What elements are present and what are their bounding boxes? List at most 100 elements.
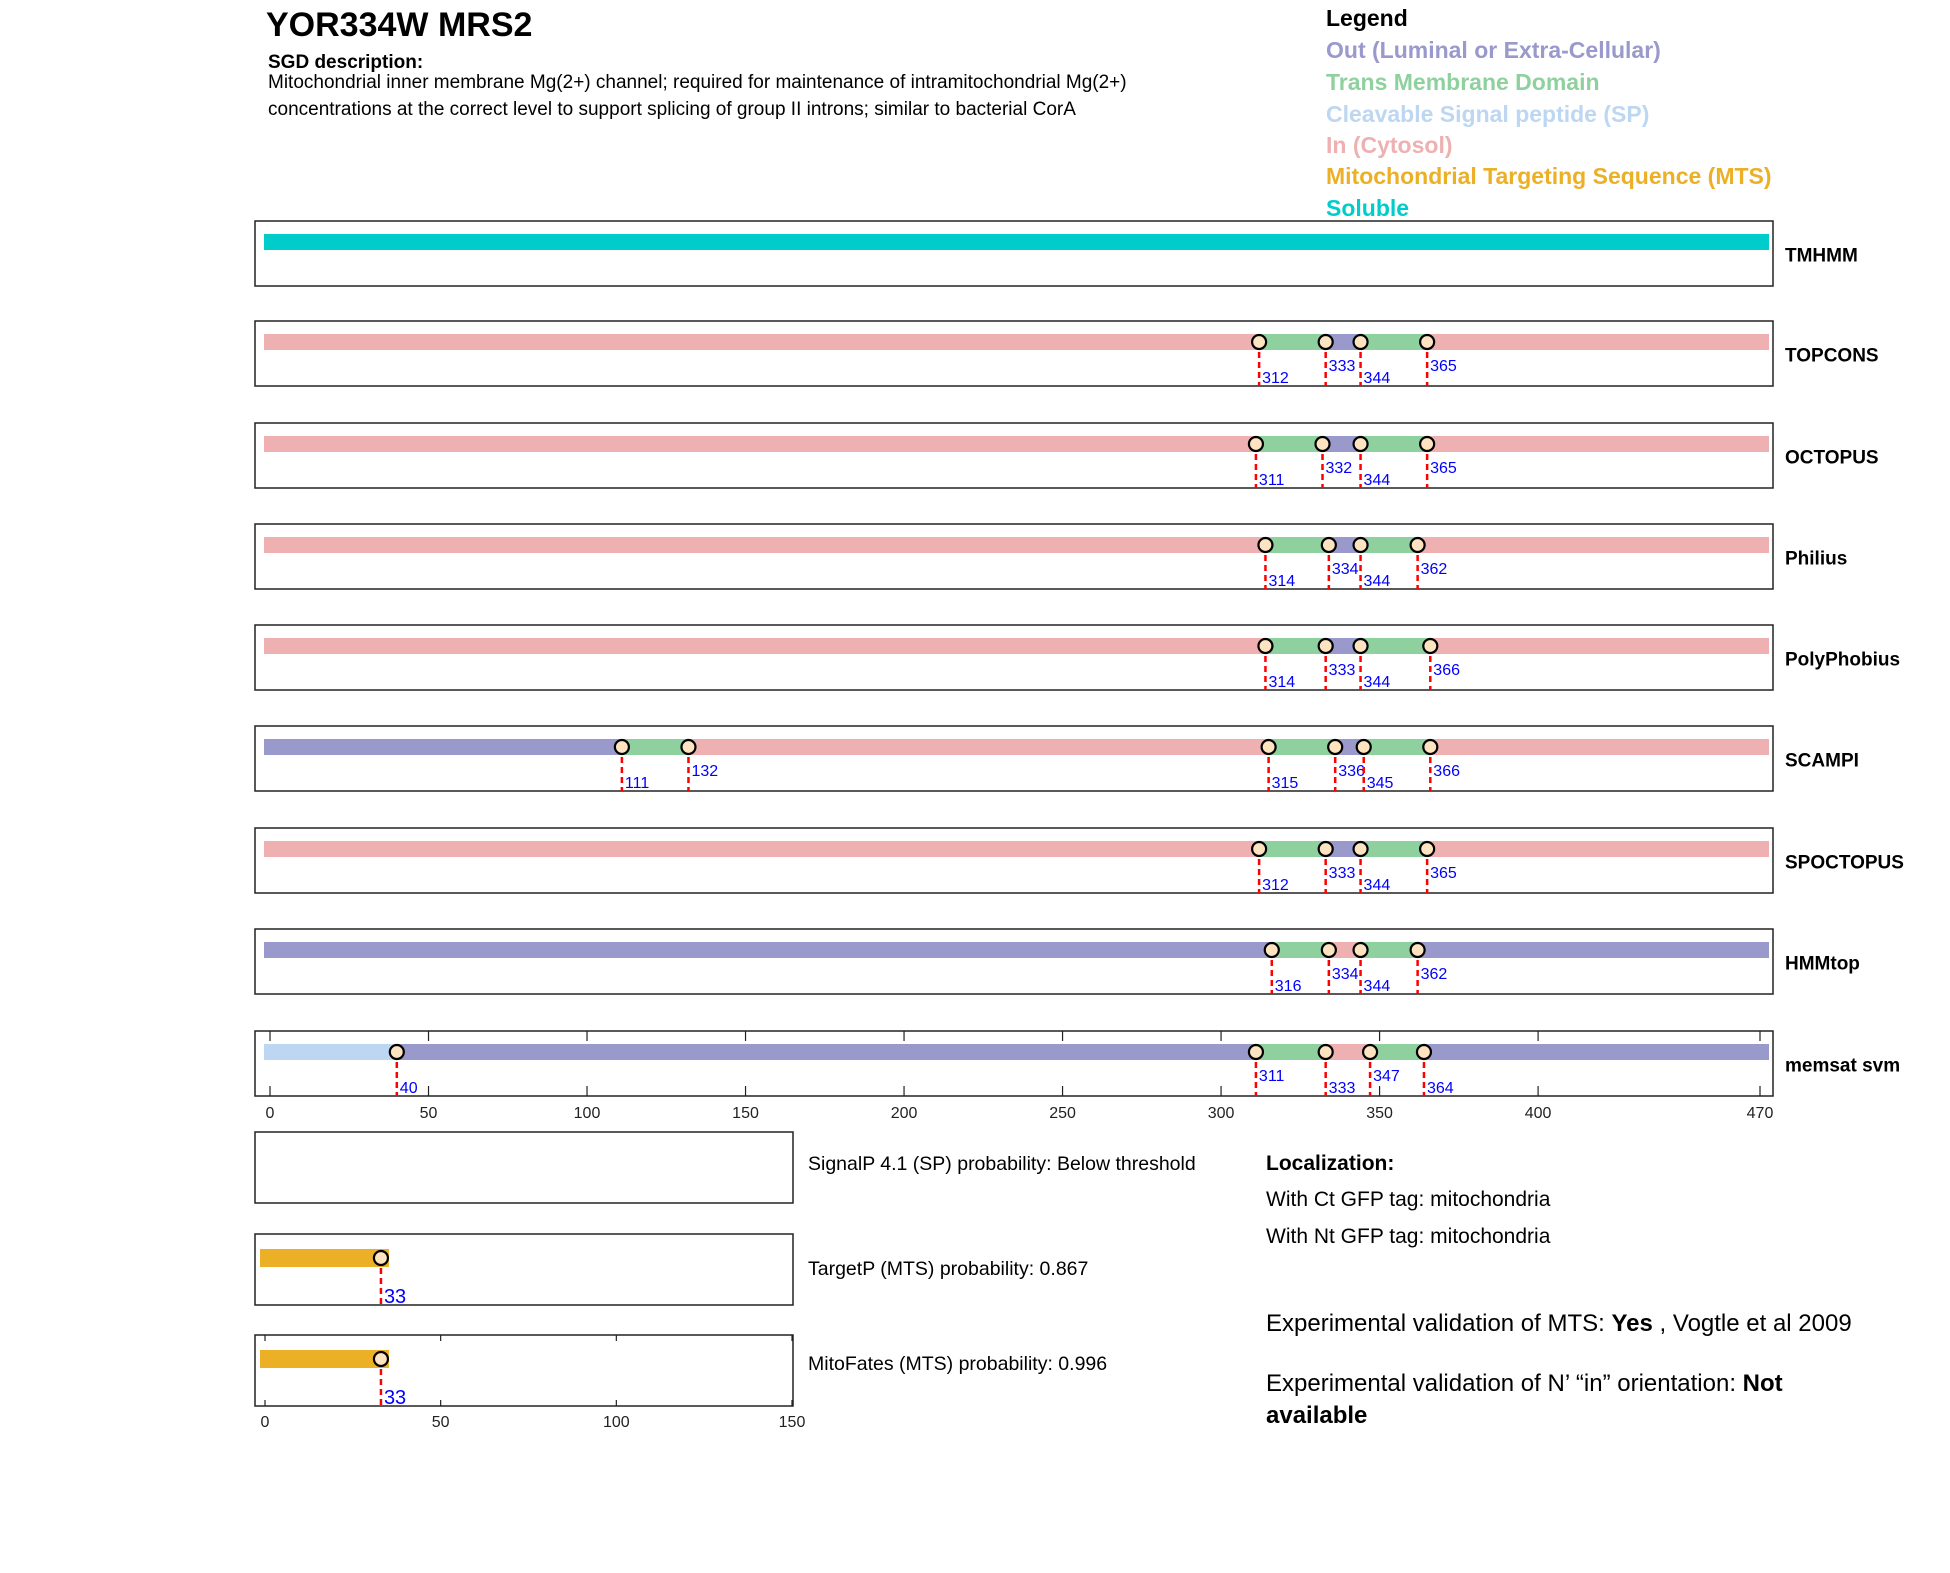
legend-in: In (Cytosol) [1326,132,1453,158]
segment-out [1335,739,1364,755]
segment-tm [1255,436,1323,452]
segment-out [264,942,1272,958]
track-label: OCTOPUS [1785,448,1879,469]
axis-tick-label: 150 [732,1105,759,1122]
axis-tick-label: 250 [1049,1105,1076,1122]
boundary-label: 33 [384,1286,406,1308]
boundary-marker [1257,536,1274,554]
boundary-marker [1352,536,1369,554]
track-box [254,827,1774,894]
boundary-marker [1247,435,1265,453]
axis-tick-label: 50 [432,1414,450,1431]
segment-tm [1360,436,1428,452]
boundary-marker [1419,333,1436,351]
segment-sp [264,1044,397,1060]
boundary-label: 366 [1433,763,1460,780]
boundary-marker [1251,840,1268,858]
boundary-marker [1317,333,1334,351]
description-label: SGD description: [268,52,424,73]
segment-out [1322,436,1361,452]
boundary-label: 344 [1364,877,1391,894]
boundary-label: 365 [1430,865,1457,882]
segment-in [264,436,1256,452]
axis-tick-label: 300 [1208,1105,1235,1122]
axis-tick-label: 350 [1366,1105,1393,1122]
segment-in [264,537,1266,553]
boundary-label: 315 [1272,775,1299,792]
boundary-marker [1320,536,1337,554]
track-label: HMMtop [1785,954,1860,975]
orientation-validation-value: Not [1742,1370,1783,1397]
localization-ct: With Ct GFP tag: mitochondria [1266,1188,1551,1211]
boundary-label: 314 [1268,573,1295,590]
segment-tm [1360,841,1428,857]
boundary-label: 312 [1262,370,1289,387]
boundary-label: 344 [1364,674,1391,691]
boundary-label: 365 [1430,460,1457,477]
segment-tm [1265,537,1329,553]
segment-tm [1271,942,1329,958]
boundary-label: 345 [1367,775,1394,792]
track-label: TMHMM [1785,246,1858,267]
boundary-label: 33 [384,1387,406,1409]
boundary-marker [1327,738,1344,756]
segment-in [1427,841,1769,857]
boundary-marker [1251,333,1268,351]
boundary-marker [1352,435,1369,453]
segment-out [1325,638,1361,654]
boundary-label: 132 [691,763,718,780]
segment-out [396,1044,1256,1060]
boundary-label: 362 [1421,561,1448,578]
segment-in [1417,537,1769,553]
track-box [254,1030,1774,1097]
boundary-marker [1317,1043,1334,1061]
boundary-marker [1317,840,1334,858]
track-box [254,220,1774,287]
boundary-label: 333 [1329,358,1356,375]
track-label: SCAMPI [1785,751,1859,772]
axis-tick-label: 200 [891,1105,918,1122]
segment-tm [1370,1044,1424,1060]
axis-tick-label: 400 [1525,1105,1552,1122]
track-label: SPOCTOPUS [1785,853,1904,874]
segment-in [264,638,1266,654]
track-box [254,624,1774,691]
legend-tm: Trans Membrane Domain [1326,69,1600,95]
segment-tm [1255,1044,1326,1060]
boundary-marker [1352,840,1369,858]
track-label: memsat svm [1785,1056,1900,1077]
boundary-label: 311 [1259,472,1285,489]
segment-tm [621,739,689,755]
segment-in [264,841,1260,857]
axis-tick-label: 470 [1747,1105,1774,1122]
segment-mts [260,1249,389,1267]
boundary-marker [372,1350,390,1368]
mts-validation: Experimental validation of MTS: Yes , Vo… [1266,1310,1852,1338]
boundary-marker [680,738,697,756]
segment-in [1325,1044,1371,1060]
boundary-marker [1355,738,1372,756]
track-label: Philius [1785,549,1847,570]
segment-in [1430,739,1769,755]
boundary-label: 311 [1259,1068,1285,1085]
legend-soluble: Soluble [1326,195,1410,221]
segment-out [264,739,622,755]
segment-tm [1259,334,1326,350]
boundary-label: 344 [1364,978,1391,995]
boundary-label: 365 [1430,358,1457,375]
track-label: TOPCONS [1785,346,1879,367]
segment-tm [1259,841,1326,857]
signalp-label: SignalP 4.1 (SP) probability: Below thre… [808,1153,1196,1175]
boundary-marker [1247,1043,1265,1061]
orientation-validation: Experimental validation of N’ “in” orien… [1266,1370,1783,1398]
boundary-marker [372,1249,390,1267]
targetp-label: TargetP (MTS) probability: 0.867 [808,1258,1089,1280]
segment-tm [1363,739,1431,755]
segment-in [264,334,1260,350]
boundary-label: 314 [1268,674,1295,691]
boundary-label: 334 [1332,561,1359,578]
prediction-box [254,1233,794,1306]
legend-out: Out (Luminal or Extra-Cellular) [1326,37,1661,63]
boundary-label: 344 [1364,573,1391,590]
